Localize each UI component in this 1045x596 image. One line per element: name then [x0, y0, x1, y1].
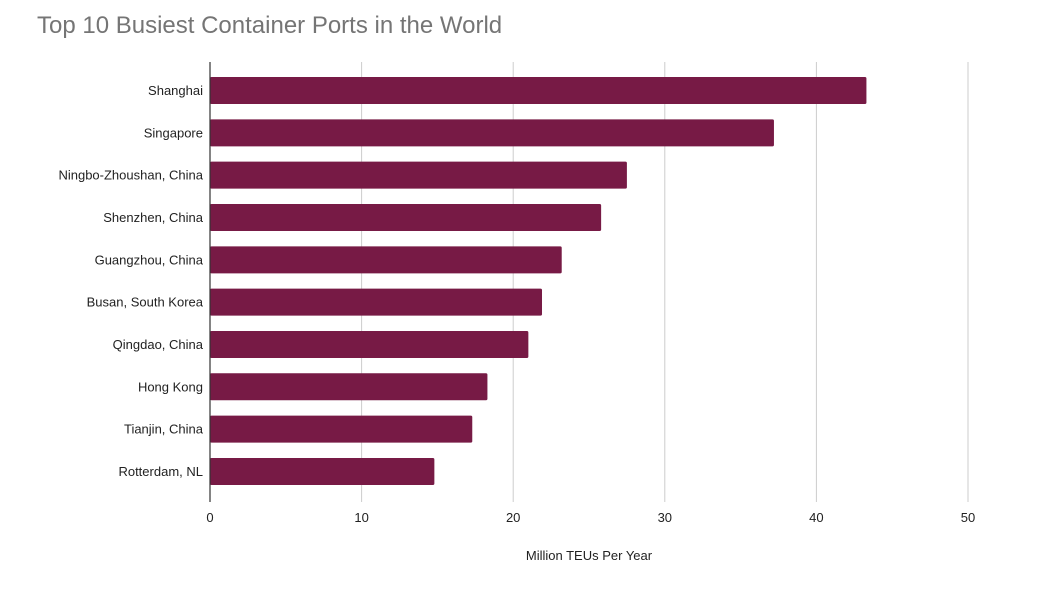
x-tick-label: 30: [658, 510, 672, 525]
bar: [210, 415, 473, 443]
y-category-label: Tianjin, China: [124, 422, 204, 437]
bar: [210, 161, 627, 189]
bar: [210, 373, 488, 401]
x-axis-title: Million TEUs Per Year: [526, 548, 653, 563]
y-category-label: Rotterdam, NL: [118, 464, 203, 479]
labels: 0 10 20 30 40 50 Shanghai Singapore Ningbo-Zhous…: [58, 83, 975, 525]
chart-title: Top 10 Busiest Container Ports in the Wo…: [37, 12, 503, 39]
bar: [210, 288, 543, 316]
bar: [210, 119, 774, 147]
y-category-label: Ningbo-Zhoushan, China: [58, 168, 203, 183]
x-tick-label: 0: [206, 510, 213, 525]
y-category-label: Guangzhou, China: [95, 252, 204, 267]
x-tick-label: 20: [506, 510, 520, 525]
y-category-label: Hong Kong: [138, 379, 203, 394]
y-category-label: Singapore: [144, 125, 203, 140]
bar: [210, 203, 602, 231]
y-category-label: Busan, South Korea: [87, 295, 204, 310]
y-category-label: Shanghai: [148, 83, 203, 98]
x-tick-label: 50: [961, 510, 975, 525]
bar: [210, 330, 529, 358]
bars: [210, 77, 867, 485]
x-tick-label: 40: [809, 510, 823, 525]
y-category-label: Shenzhen, China: [103, 210, 204, 225]
bar: [210, 457, 435, 485]
bar: [210, 77, 867, 104]
y-category-label: Qingdao, China: [113, 337, 204, 352]
x-tick-label: 10: [354, 510, 368, 525]
bar: [210, 246, 562, 274]
